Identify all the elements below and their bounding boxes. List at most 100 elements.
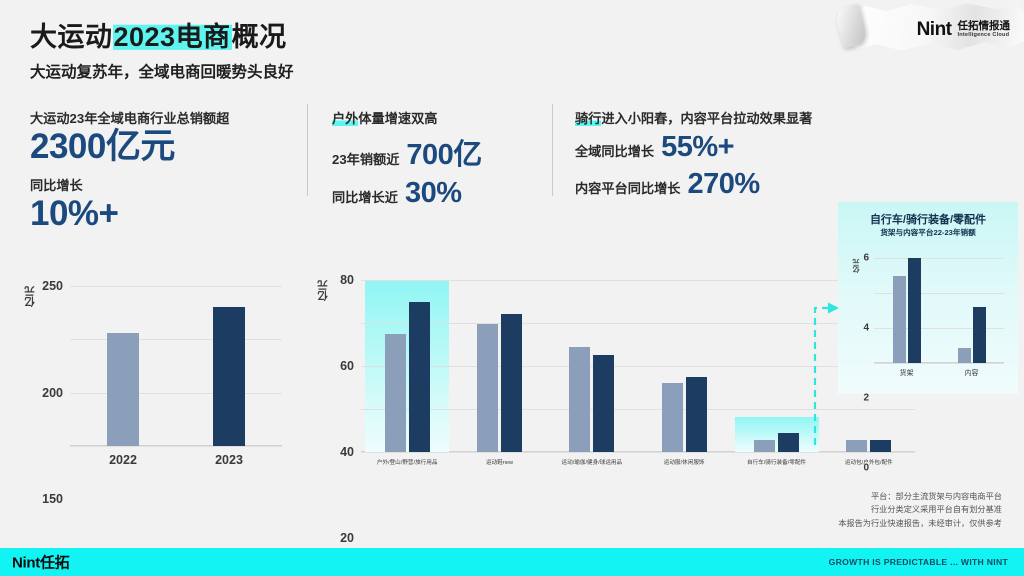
y-axis-tick: 250 xyxy=(42,279,63,293)
x-axis-category-label: 自行车/骑行装备/零配件 xyxy=(746,460,807,466)
gridline: 200 xyxy=(42,339,282,400)
y-axis-tick: 20 xyxy=(340,531,354,545)
stat-cycling-row2-label: 内容平台同比增长 xyxy=(575,181,681,196)
logo-brand-text: Nint xyxy=(916,19,952,40)
highlight-box xyxy=(734,417,819,452)
gridline: 80 xyxy=(340,273,915,287)
logo-chinese-block: 任拓情报通 Intelligence Cloud xyxy=(958,21,1011,39)
bar xyxy=(907,258,921,363)
x-axis-category-label: 运动/瑜伽/健身/球运用品 xyxy=(561,460,623,466)
page-subtitle: 大运动复苏年，全域电商回暖势头良好 xyxy=(30,64,294,82)
gridline: 60 xyxy=(340,323,915,373)
y-axis-tick: 2 xyxy=(863,392,869,404)
header: 大运动2023电商概况 大运动复苏年，全域电商回暖势头良好 xyxy=(30,22,294,82)
chart-total-gmv-ylabel: 亿元 xyxy=(24,286,36,307)
bar xyxy=(870,440,892,452)
footer-tagline: GROWTH IS PREDICTABLE ... WITH NINT xyxy=(828,557,1008,567)
stat-cycling-row1-value: 55%+ xyxy=(661,131,735,163)
bar xyxy=(384,333,406,452)
stat-cycling-lead-mark: 骑行 xyxy=(575,111,602,126)
bar xyxy=(569,346,591,452)
chart-category-breakdown: 亿元 0 20 40 60 80 户外/登山/野营/旅行用品 运动鞋new 运动/瑜伽/健身/… xyxy=(315,272,915,545)
chart-bike-inset-plot: 0 2 4 6 货架 内容 xyxy=(863,253,1004,474)
title-part1: 大运动 xyxy=(30,22,113,52)
stat-outdoor-lead-mark: 户外 xyxy=(332,111,359,126)
x-axis-category-label: 货架 xyxy=(899,370,914,377)
stat-cycling-row2-value: 270% xyxy=(687,168,761,200)
gridline: 2 xyxy=(863,328,1004,404)
stat-outdoor-row1: 23年销额近 700亿 xyxy=(332,131,547,173)
logo-brand-en: Intelligence Cloud xyxy=(957,32,1010,39)
y-axis-tick: 6 xyxy=(863,252,869,264)
bar xyxy=(213,307,245,446)
footnote-line-2: 行业分类定义采用平台自有划分基准 xyxy=(870,505,1002,515)
bar xyxy=(972,307,986,363)
stat-cycling-lead: 骑行进入小阳春，内容平台拉动效果显著 xyxy=(575,108,905,127)
stat-total-value: 2300亿元 xyxy=(30,127,175,166)
chart-category-ylabel: 亿元 xyxy=(317,280,329,301)
stat-col-outdoor: 户外体量增速双高 23年销额近 700亿 同比增长近 30% xyxy=(332,108,547,210)
stat-outdoor-row2-value: 30% xyxy=(404,177,462,209)
y-axis-tick: 40 xyxy=(340,445,354,459)
x-axis-category-label: 运动鞋new xyxy=(485,460,514,466)
y-axis-tick: 0 xyxy=(863,462,869,474)
x-axis-tick: 2023 xyxy=(215,453,243,467)
chart-bike-inset-subtitle: 货架与内容平台22-23年销额 xyxy=(880,228,976,237)
stat-total-lead: 大运动23年全域电商行业总销额超 xyxy=(30,111,230,126)
y-axis-tick: 200 xyxy=(42,385,63,400)
stat-col-total: 大运动23年全域电商行业总销额超 2300亿元 同比增长 10%+ xyxy=(30,108,300,233)
y-axis-tick: 4 xyxy=(863,322,869,334)
stat-col-cycling: 骑行进入小阳春，内容平台拉动效果显著 全域同比增长 55%+ 内容平台同比增长 … xyxy=(575,108,905,201)
stat-outdoor-lead: 户外体量增速双高 xyxy=(332,108,547,127)
bar xyxy=(685,376,707,452)
bar xyxy=(778,432,799,452)
stat-outdoor-lead-rest: 体量增速双高 xyxy=(358,111,438,126)
footnote-line-1: 平台：部分主流货架与内容电商平台 xyxy=(870,492,1002,501)
bar xyxy=(107,332,139,446)
chart-total-gmv: 亿元 100 150 200 250 2022 2023 xyxy=(18,272,290,506)
x-axis-tick: 2022 xyxy=(109,453,137,467)
bar xyxy=(957,348,971,363)
gridline: 6 xyxy=(863,253,1004,264)
divider-1 xyxy=(307,104,308,196)
gridline: 20 xyxy=(340,409,915,545)
bar xyxy=(892,275,906,363)
gridline: 250 xyxy=(42,279,282,293)
gridline: 40 xyxy=(340,366,915,459)
stat-cycling-row1-label: 全域同比增长 xyxy=(575,144,655,159)
title-part2: 概况 xyxy=(231,22,287,52)
stat-outdoor-row1-label: 23年销额近 xyxy=(332,152,400,167)
gridline: 150 xyxy=(42,392,282,506)
chart-bike-inset-axis xyxy=(874,362,1004,363)
brand-logo: Nint 任拓情报通 Intelligence Cloud xyxy=(833,0,1024,58)
stat-cycling-row2: 内容平台同比增长 270% xyxy=(575,168,905,201)
x-axis-category-label: 运动包/户外包/配件 xyxy=(844,460,893,466)
footer-bar: Nint任拓 GROWTH IS PREDICTABLE ... WITH NI… xyxy=(0,548,1024,576)
stat-cycling-lead-rest: 进入小阳春，内容平台拉动效果显著 xyxy=(601,111,813,126)
gridline: 4 xyxy=(863,293,1004,334)
stats-row: 大运动23年全域电商行业总销额超 2300亿元 同比增长 10%+ 户外体量增速… xyxy=(0,104,1024,233)
chart-bike-inset-ylabel: 亿元 xyxy=(853,259,860,273)
divider-2 xyxy=(552,104,553,196)
chart-total-gmv-plot: 100 150 200 250 2022 2023 xyxy=(42,279,282,506)
stat-total-growth-label: 同比增长 xyxy=(30,178,83,194)
logo-brand-cn: 任拓情报通 xyxy=(957,19,1011,32)
stat-total-growth-value: 10%+ xyxy=(30,194,119,234)
footnote-line-3: 本报告为行业快速报告，未经审计，仅供参考 xyxy=(838,518,1002,528)
bar xyxy=(593,355,615,452)
logo-wordmark: Nint xyxy=(917,20,952,39)
y-axis-tick: 150 xyxy=(42,492,63,507)
stat-outdoor-row1-value: 700亿 xyxy=(406,139,482,171)
footer-logo: Nint任拓 xyxy=(12,554,70,572)
stat-outdoor-row2: 同比增长近 30% xyxy=(332,177,547,210)
chart-total-gmv-axis xyxy=(70,445,282,446)
footnotes: 平台：部分主流货架与内容电商平台 行业分类定义采用平台自有划分基准 本报告为行业… xyxy=(838,490,1002,530)
gridline: 100 xyxy=(70,446,282,447)
bar xyxy=(661,383,683,452)
x-axis-category-label: 户外/登山/野营/旅行用品 xyxy=(376,460,438,466)
chart-category-axis xyxy=(361,451,915,452)
title-highlight: 2023电商 xyxy=(112,22,232,52)
torn-paper-shape xyxy=(848,3,1024,51)
bar xyxy=(408,301,430,452)
